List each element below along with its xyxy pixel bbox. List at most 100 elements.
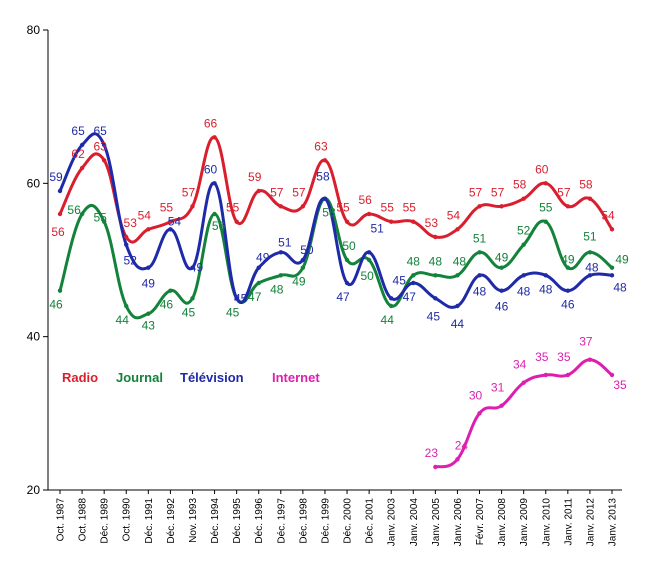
- data-point-radio: [212, 135, 217, 140]
- data-label-radio: 55: [160, 201, 174, 215]
- data-label-internet: 24: [455, 438, 469, 452]
- data-point-journal: [433, 273, 438, 278]
- data-label-television: 46: [495, 300, 509, 314]
- data-point-journal: [101, 219, 107, 224]
- data-point-radio: [300, 204, 306, 209]
- data-point-radio: [609, 227, 615, 232]
- data-point-journal: [389, 303, 394, 309]
- data-label-television: 48: [613, 280, 627, 294]
- data-label-radio: 54: [138, 208, 152, 222]
- data-point-journal: [300, 265, 306, 270]
- data-label-television: 47: [403, 290, 417, 304]
- data-point-internet: [521, 380, 526, 385]
- data-point-television: [433, 296, 438, 301]
- data-label-radio: 53: [124, 216, 138, 230]
- data-label-journal: 43: [142, 319, 156, 333]
- data-point-radio: [499, 204, 504, 209]
- data-label-radio: 58: [513, 178, 527, 192]
- data-point-radio: [587, 196, 593, 201]
- data-label-television: 48: [473, 284, 487, 298]
- data-label-internet: 37: [579, 335, 593, 349]
- legend-item-radio: Radio: [62, 370, 98, 385]
- data-point-internet: [455, 457, 460, 462]
- data-label-radio: 63: [93, 139, 107, 153]
- data-point-journal: [212, 211, 217, 217]
- data-label-television: 47: [336, 290, 350, 304]
- data-label-radio: 56: [358, 193, 372, 207]
- data-point-television: [565, 288, 571, 293]
- x-tick-label: Déc. 2001: [365, 498, 376, 544]
- data-label-television: 52: [124, 254, 138, 268]
- x-axis: Oct. 1987 Oct. 1988 Déc. 1989 Oct. 1990 Déc.…: [48, 489, 622, 547]
- data-label-internet: 34: [513, 358, 527, 372]
- data-point-journal: [499, 265, 504, 270]
- x-tick-label: Janv. 2005: [431, 498, 442, 547]
- data-label-television: 59: [49, 170, 63, 184]
- data-point-radio: [433, 234, 438, 240]
- y-tick-label: 80: [27, 23, 41, 37]
- data-label-journal: 52: [517, 224, 531, 238]
- data-label-radio: 63: [314, 139, 328, 153]
- data-point-radio: [521, 196, 526, 201]
- data-label-journal: 44: [381, 313, 395, 327]
- x-tick-label: Déc. 1991: [144, 498, 155, 544]
- data-point-television: [212, 181, 217, 186]
- data-label-television: 46: [561, 298, 575, 312]
- x-tick-label: Déc. 1996: [254, 498, 265, 544]
- data-point-journal: [190, 296, 195, 301]
- data-label-journal: 47: [248, 290, 262, 304]
- data-label-journal: 58: [322, 206, 336, 220]
- data-point-television: [344, 280, 350, 286]
- x-tick-label: Févr. 2007: [475, 498, 486, 546]
- x-tick-label: Oct. 1987: [56, 498, 67, 542]
- data-point-radio: [168, 219, 173, 224]
- data-point-television: [499, 288, 504, 293]
- x-tick-label: Déc. 1992: [166, 498, 177, 544]
- data-point-internet: [609, 372, 615, 378]
- data-label-television: 54: [168, 214, 182, 228]
- data-point-internet: [499, 403, 504, 408]
- x-tick-label: Déc. 2000: [343, 498, 354, 544]
- data-point-radio: [146, 227, 151, 232]
- data-label-television: 49: [256, 251, 270, 265]
- data-label-journal: 49: [561, 253, 575, 267]
- data-label-television: 49: [190, 261, 204, 275]
- data-point-television: [79, 142, 85, 148]
- data-label-journal: 56: [212, 219, 226, 233]
- data-point-radio: [477, 204, 482, 209]
- legend-item-television: Télévision: [180, 370, 244, 385]
- data-point-journal: [609, 265, 615, 270]
- data-label-radio: 57: [557, 185, 571, 199]
- data-label-radio: 58: [579, 178, 593, 192]
- data-point-journal: [455, 273, 460, 278]
- data-point-television: [411, 280, 416, 286]
- data-label-radio: 54: [447, 208, 461, 222]
- data-point-television: [587, 273, 593, 278]
- data-point-journal: [477, 250, 482, 255]
- data-label-radio: 56: [51, 225, 65, 239]
- data-point-journal: [587, 250, 593, 255]
- data-label-journal: 55: [539, 201, 553, 215]
- x-tick-label: Oct. 1990: [122, 498, 133, 542]
- data-point-journal: [344, 257, 350, 263]
- data-point-television: [366, 250, 372, 255]
- data-point-television: [190, 265, 195, 270]
- data-point-radio: [79, 165, 85, 171]
- series-points: [57, 135, 615, 470]
- data-label-journal: 48: [453, 254, 467, 268]
- data-label-journal: 45: [226, 305, 240, 319]
- data-point-television: [389, 296, 394, 301]
- data-label-television: 65: [71, 124, 85, 138]
- data-label-radio: 53: [425, 216, 439, 230]
- data-label-internet: 35: [613, 378, 627, 392]
- data-label-television: 48: [539, 282, 553, 296]
- legend-item-journal: Journal: [116, 370, 163, 385]
- data-label-journal: 56: [67, 203, 81, 217]
- data-point-journal: [521, 242, 526, 247]
- data-point-radio: [234, 219, 239, 224]
- data-label-television: 49: [142, 277, 156, 291]
- data-label-television: 51: [278, 235, 292, 249]
- data-point-internet: [565, 372, 571, 378]
- data-label-television: 60: [204, 162, 218, 176]
